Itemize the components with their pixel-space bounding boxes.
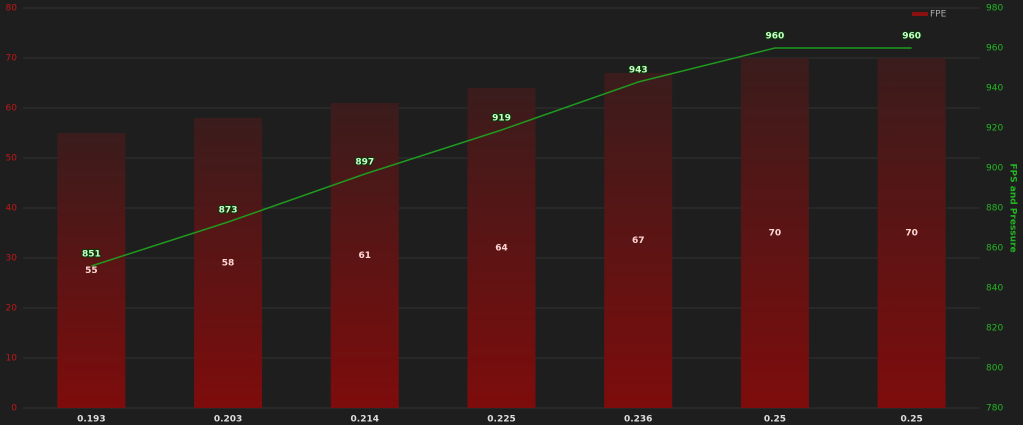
line-value-label: 960 xyxy=(902,32,921,42)
x-tick-label: 0.214 xyxy=(351,415,379,425)
y-tick-label: 20 xyxy=(6,304,18,314)
line-value-label: 919 xyxy=(492,114,511,124)
y2-tick-label: 900 xyxy=(986,164,1003,174)
bar-value-label: 67 xyxy=(632,236,645,246)
bar xyxy=(330,103,399,408)
x-tick-label: 0.203 xyxy=(214,415,242,425)
bar-value-label: 70 xyxy=(769,229,782,239)
bar-value-label: 64 xyxy=(495,244,508,254)
y2-tick-label: 840 xyxy=(986,284,1003,294)
line-value-label: 960 xyxy=(766,32,785,42)
bar xyxy=(57,133,126,408)
x-tick-label: 0.25 xyxy=(764,415,786,425)
y-tick-label: 50 xyxy=(6,154,18,164)
bar-value-label: 70 xyxy=(905,229,918,239)
x-tick-label: 0.193 xyxy=(77,415,105,425)
y2-tick-label: 820 xyxy=(986,324,1003,334)
x-tick-label: 0.225 xyxy=(487,415,515,425)
y2-axis-title: FPS and Pressure xyxy=(1008,163,1018,252)
line-value-label: 897 xyxy=(355,158,374,168)
line xyxy=(91,47,912,267)
bar xyxy=(877,58,946,408)
y-tick-label: 70 xyxy=(6,54,18,64)
y2-tick-label: 960 xyxy=(986,44,1003,54)
y-tick-label: 0 xyxy=(11,404,17,414)
x-tick-label: 0.25 xyxy=(901,415,923,425)
y2-tick-label: 800 xyxy=(986,364,1003,374)
y2-tick-label: 980 xyxy=(986,4,1003,14)
y-tick-label: 80 xyxy=(6,4,18,14)
y-tick-label: 30 xyxy=(6,254,18,264)
y2-tick-label: 920 xyxy=(986,124,1003,134)
y-tick-label: 60 xyxy=(6,104,18,114)
line-value-label: 873 xyxy=(219,206,238,216)
y2-tick-label: 940 xyxy=(986,84,1003,94)
legend-swatch xyxy=(912,12,928,16)
bar-value-label: 61 xyxy=(359,251,372,261)
bar-value-label: 55 xyxy=(85,266,98,276)
x-tick-label: 0.236 xyxy=(624,415,652,425)
line-value-label: 851 xyxy=(82,250,101,260)
y-tick-label: 10 xyxy=(6,354,18,364)
bar xyxy=(604,73,673,408)
y2-tick-label: 880 xyxy=(986,204,1003,214)
bar xyxy=(740,58,809,408)
y2-tick-label: 860 xyxy=(986,244,1003,254)
line-value-label: 943 xyxy=(629,66,648,76)
legend-label: FPE xyxy=(930,10,947,20)
y-tick-label: 40 xyxy=(6,204,18,214)
y2-tick-label: 780 xyxy=(986,404,1003,414)
bar xyxy=(467,88,536,408)
bar xyxy=(194,118,263,408)
bar-value-label: 58 xyxy=(222,259,235,269)
